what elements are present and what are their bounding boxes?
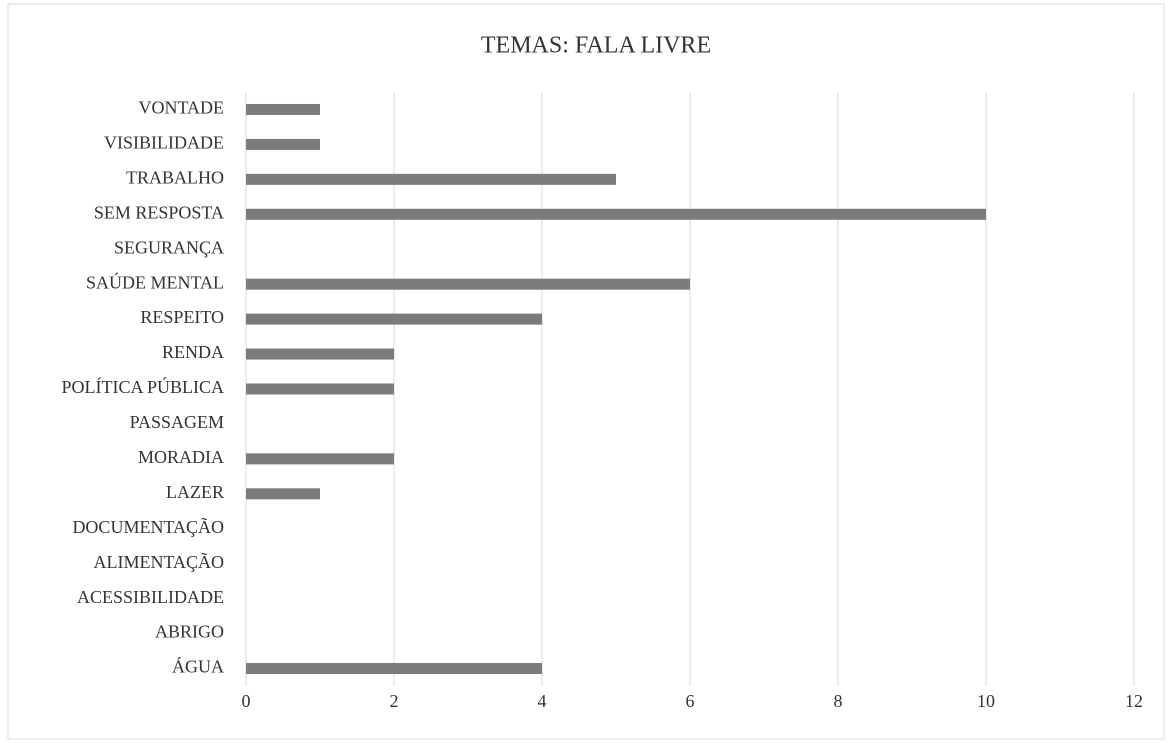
y-tick-label: MORADIA	[138, 447, 224, 467]
x-tick-label: 6	[686, 691, 695, 711]
bar	[246, 103, 320, 115]
x-tick-label: 2	[390, 691, 399, 711]
x-tick-label: 10	[977, 691, 995, 711]
bar	[246, 208, 986, 220]
y-tick-label: ABRIGO	[155, 622, 224, 642]
bar	[246, 348, 394, 360]
y-tick-label: VONTADE	[138, 98, 224, 118]
bar	[246, 663, 542, 675]
x-tick-label: 4	[538, 691, 547, 711]
y-tick-label: ALIMENTAÇÃO	[93, 551, 224, 572]
y-tick-label: TRABALHO	[126, 167, 224, 187]
y-tick-label: SEM RESPOSTA	[94, 202, 224, 222]
y-tick-label: RENDA	[162, 342, 224, 362]
y-tick-label: VISIBILIDADE	[104, 133, 224, 153]
y-tick-label: ACESSIBILIDADE	[77, 587, 224, 607]
y-tick-label: RESPEITO	[140, 307, 224, 327]
bar	[246, 488, 320, 500]
bar	[246, 278, 690, 290]
y-tick-label: POLÍTICA PÚBLICA	[61, 376, 224, 397]
bar	[246, 453, 394, 465]
y-tick-label: ÁGUA	[172, 656, 224, 677]
y-tick-label: LAZER	[166, 482, 224, 502]
bar	[246, 173, 616, 185]
bar	[246, 313, 542, 325]
x-tick-label: 0	[242, 691, 251, 711]
y-tick-label: PASSAGEM	[130, 412, 224, 432]
y-tick-label: SEGURANÇA	[114, 237, 224, 257]
bar	[246, 383, 394, 395]
x-tick-label: 8	[834, 691, 843, 711]
bar	[246, 138, 320, 150]
chart-border	[7, 3, 1165, 740]
y-tick-label: SAÚDE MENTAL	[86, 271, 224, 292]
y-tick-label: DOCUMENTAÇÃO	[72, 516, 224, 537]
chart-title: TEMAS: FALA LIVRE	[481, 33, 711, 59]
x-tick-label: 12	[1125, 691, 1143, 711]
